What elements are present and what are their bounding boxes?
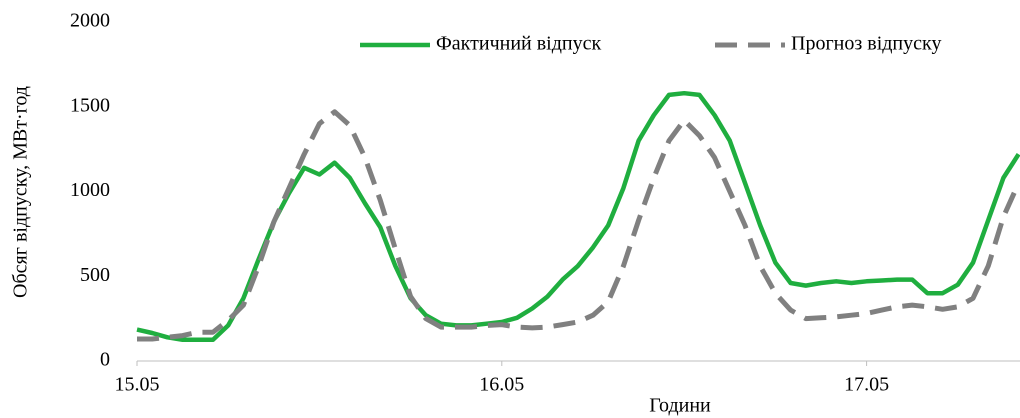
y-axis-title: Обсяг відпуску, МВт·год: [10, 86, 32, 298]
y-tick-label: 0: [100, 349, 110, 371]
x-tick-label: 17.05: [844, 374, 889, 396]
series-line: [136, 90, 1020, 343]
y-tick-label: 2000: [70, 10, 110, 32]
x-tick-label: 15.05: [115, 374, 160, 396]
x-axis-title: Години: [649, 395, 711, 417]
legend-label: Фактичний відпуск: [436, 33, 601, 55]
y-tick-label: 1000: [70, 179, 110, 201]
series-line: [137, 109, 1020, 342]
legend-label: Прогноз відпуску: [791, 33, 941, 55]
y-tick-label: 1500: [70, 94, 110, 116]
y-tick-label: 500: [80, 264, 110, 286]
x-tick-label: 16.05: [479, 374, 524, 396]
